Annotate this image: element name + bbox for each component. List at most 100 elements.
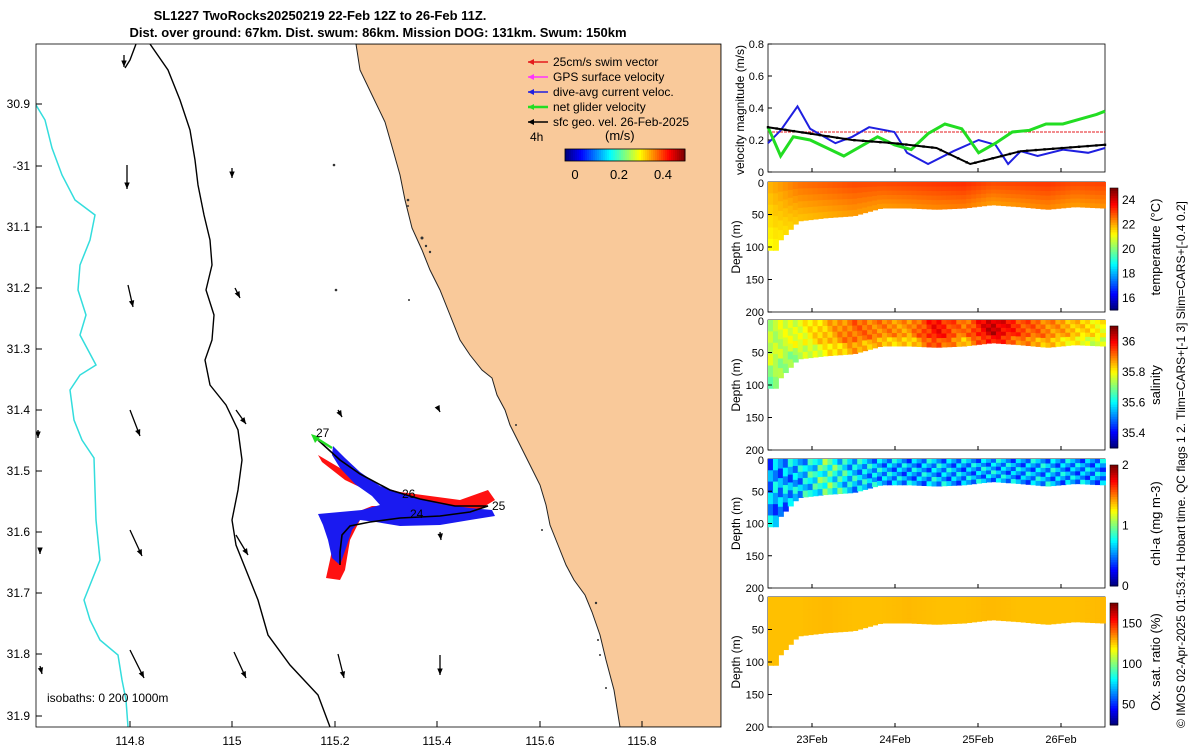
- section-cell: [961, 476, 968, 482]
- section-cell: [837, 464, 844, 471]
- speed-colorbar-segment: [655, 149, 658, 161]
- section-colorbar-segment: [1110, 603, 1118, 606]
- section-cell: [1040, 472, 1047, 478]
- section-colorbar-segment: [1110, 290, 1118, 294]
- section-cell: [911, 480, 918, 486]
- section-cell: [1005, 320, 1012, 325]
- section-cell: [807, 207, 814, 214]
- section-cell: [1080, 340, 1087, 346]
- velocity-marker: [835, 136, 839, 139]
- section-cell: [1000, 612, 1007, 618]
- section-cell: [995, 201, 1002, 206]
- section-colorbar-segment: [1110, 433, 1118, 437]
- velocity-marker: [792, 129, 796, 133]
- section-cell: [1080, 332, 1087, 338]
- section-cell: [1035, 476, 1042, 482]
- legend-entry-label: net glider velocity: [553, 100, 646, 114]
- section-cell: [1075, 459, 1082, 464]
- section-cell: [802, 332, 809, 340]
- section-colorbar-tick: 35.6: [1122, 395, 1146, 409]
- section-cell: [1010, 320, 1017, 325]
- section-cell: [886, 463, 893, 469]
- geo-velocity-arrow-head: [135, 429, 141, 436]
- section-cell: [921, 610, 928, 616]
- section-cell: [906, 320, 913, 325]
- geo-velocity-arrow-head: [138, 671, 144, 678]
- section-cell: [837, 187, 844, 195]
- section-cell: [995, 327, 1002, 333]
- section-colorbar-segment: [1110, 326, 1118, 329]
- section-cell: [1090, 480, 1097, 485]
- section-colorbar-segment: [1110, 556, 1118, 560]
- section-cell: [941, 467, 948, 473]
- section-cell: [1090, 475, 1097, 481]
- section-cell: [921, 476, 928, 482]
- section-colorbar-segment: [1110, 547, 1118, 551]
- section-cell: [837, 210, 844, 218]
- section-cell: [916, 601, 923, 607]
- section-cell: [1095, 459, 1102, 464]
- section-cell: [990, 197, 997, 202]
- geo-velocity-arrow-head: [229, 171, 235, 178]
- section-cell: [847, 331, 854, 338]
- section-cell: [768, 608, 774, 621]
- velocity-marker: [1000, 154, 1003, 158]
- section-cell: [1095, 476, 1102, 481]
- section-cell: [792, 334, 799, 342]
- section-cell: [1075, 328, 1082, 333]
- section-cell: [1055, 203, 1062, 209]
- section-cell: [946, 337, 953, 343]
- section-colorbar-segment: [1110, 472, 1118, 476]
- section-cell: [1095, 341, 1102, 347]
- section-cell: [797, 188, 804, 196]
- geostrophic-arrows: [36, 55, 443, 679]
- section-cell: [787, 620, 794, 630]
- speed-colorbar-segment: [625, 149, 628, 161]
- section-cell: [936, 472, 943, 478]
- section-cell: [852, 597, 859, 604]
- section-colorbar-segment: [1110, 654, 1118, 658]
- section-colorbar-segment: [1110, 440, 1118, 444]
- section-cell: [827, 320, 834, 327]
- section-cell: [911, 333, 918, 339]
- section-colorbar-segment: [1110, 581, 1118, 585]
- section-cell: [1030, 463, 1037, 469]
- section-cell: [901, 610, 908, 615]
- section-cell: [1000, 600, 1007, 606]
- speed-colorbar-segment: [665, 149, 668, 161]
- section-cell: [886, 195, 893, 200]
- section-cell: [906, 471, 913, 477]
- section-cell: [802, 326, 809, 334]
- section-cell: [1050, 476, 1057, 482]
- speed-colorbar-segment: [657, 149, 660, 161]
- section-cell: [1090, 471, 1097, 477]
- velocity-marker: [1051, 147, 1055, 150]
- speed-colorbar-segment: [569, 149, 572, 161]
- section-cell: [1060, 337, 1067, 343]
- section-cell: [971, 202, 978, 208]
- section-colorbar-segment: [1110, 477, 1118, 481]
- section-cell: [817, 483, 824, 490]
- section-cell: [1005, 182, 1012, 187]
- section-cell: [936, 476, 943, 482]
- section-cell: [782, 337, 789, 347]
- section-cell: [837, 331, 844, 338]
- section-colorbar-segment: [1110, 496, 1118, 500]
- section-cell: [941, 619, 948, 625]
- section-cell: [872, 472, 879, 478]
- section-cell: [971, 198, 978, 204]
- section-cell: [926, 481, 933, 487]
- section-cell: [981, 331, 988, 337]
- section-cell: [1005, 327, 1012, 333]
- section-cell: [1065, 341, 1072, 346]
- section-cell: [995, 600, 1002, 606]
- section-cell: [966, 613, 973, 619]
- speed-colorbar-tick: 0: [571, 167, 578, 182]
- section-cell: [787, 182, 794, 191]
- section-cell: [906, 467, 913, 473]
- section-cell: [812, 200, 819, 208]
- section-cell: [812, 471, 819, 478]
- section-colorbar-segment: [1110, 566, 1118, 570]
- section-cell: [1020, 336, 1027, 342]
- section-cell: [817, 350, 824, 357]
